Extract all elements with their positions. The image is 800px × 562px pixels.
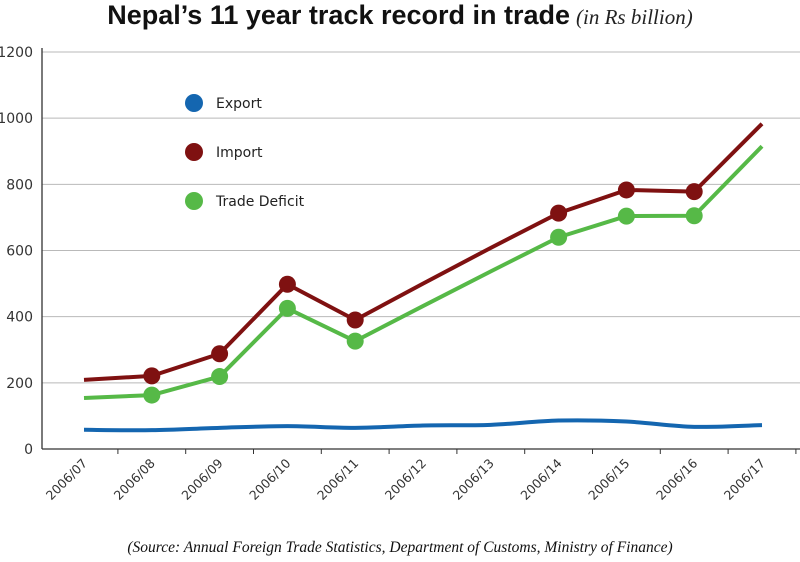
x-tick-label: 2006/17 [721,456,768,503]
y-tick-label: 800 [6,177,33,193]
plot-area: 0 200 400 600 800 1000 1200 2006/07 2006/08 2006/… [0,45,800,503]
legend-marker [185,94,203,112]
source-note: (Source: Annual Foreign Trade Statistics… [127,539,673,556]
import-point [211,345,229,363]
legend-label: Import [216,145,263,161]
x-tick-label: 2006/11 [314,456,361,503]
export-line [83,418,763,433]
trade-deficit-point [685,207,703,225]
x-tick-label: 2006/10 [246,455,293,502]
y-tick-label: 1200 [0,45,33,61]
chart-title: Nepal’s 11 year track record in trade [107,0,571,30]
y-tick-label: 400 [6,310,33,326]
trade-deficit-point [550,228,568,246]
chart-subtitle: (in Rs billion) [576,5,693,29]
import-line [83,122,764,382]
import-point [143,367,161,385]
x-tick-label: 2006/08 [111,455,158,502]
x-tick-label: 2006/09 [178,455,225,502]
x-tick-label: 2006/15 [585,456,632,503]
trade-deficit-point [211,368,229,386]
x-tick-label: 2006/13 [450,456,497,503]
import-point [278,275,296,293]
import-point [550,204,568,222]
y-tick-label: 200 [6,376,33,392]
chart-title-block: Nepal’s 11 year track record in trade (in… [0,0,800,31]
legend-marker [185,143,203,161]
x-tick-label: 2006/14 [517,455,564,502]
trade-deficit-point [346,332,364,350]
legend-marker [185,192,203,210]
y-tick-label: 0 [24,442,33,458]
trade-deficit-point [143,386,161,404]
trade-deficit-line [83,144,764,401]
import-point [685,183,703,201]
y-tick-label: 600 [6,244,33,260]
import-point [346,311,364,329]
import-point [617,181,635,199]
legend-label: Export [216,96,262,112]
x-tick-label: 2006/07 [43,456,90,503]
trade-deficit-point [617,207,635,225]
legend-label: Trade Deficit [215,194,305,210]
x-tick-label: 2006/12 [382,456,429,503]
y-tick-label: 1000 [0,111,33,127]
trade-deficit-point [278,299,296,317]
x-tick-label: 2006/16 [653,455,700,502]
